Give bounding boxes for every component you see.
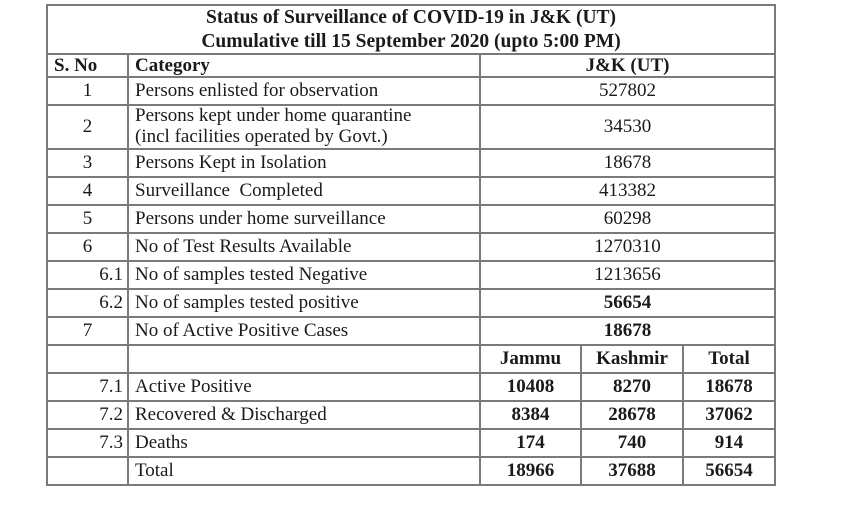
table-row: 5 Persons under home surveillance 60298 [46,203,777,234]
row-category: Recovered & Discharged [127,399,481,430]
row-value: 18678 [478,147,777,178]
row-sno: 7.1 [46,371,129,402]
row-category: Total [127,455,481,486]
row-sno: 1 [46,76,129,106]
row-value: 56654 [478,287,777,318]
row-total-value: 56654 [681,455,777,486]
title-line-2: Cumulative till 15 September 2020 (upto … [201,30,621,52]
title-line-1: Status of Surveillance of COVID-19 in J&… [206,7,617,29]
table-row: 6.2 No of samples tested positive 56654 [46,287,777,318]
row-category: Persons enlisted for observation [127,76,481,106]
surveillance-status-table: Status of Surveillance of COVID-19 in J&… [45,4,777,486]
row-category: Surveillance Completed [127,175,481,206]
header-kashmir: Kashmir [580,343,684,374]
row-jammu-value: 10408 [479,371,582,402]
table-row: 2 Persons kept under home quarantine (in… [46,104,777,150]
row-jammu-value: 18966 [479,455,582,486]
row-value: 527802 [478,76,777,106]
row-value: 1270310 [478,231,777,262]
row-category: No of samples tested Negative [127,259,481,290]
row-category: No of samples tested positive [127,287,481,318]
row-sno: 5 [46,203,129,234]
row-value: 413382 [478,175,777,206]
breakdown-header-row: Jammu Kashmir Total [46,343,777,374]
row-category-line-2: (incl facilities operated by Govt.) [135,125,388,147]
row-kashmir-value: 8270 [580,371,684,402]
row-category: Persons under home surveillance [127,203,481,234]
row-sno [46,455,129,486]
header-jammu: Jammu [479,343,582,374]
row-sno: 4 [46,175,129,206]
breakdown-header-category-blank [127,343,481,374]
table-row: 6.1 No of samples tested Negative 121365… [46,259,777,290]
row-kashmir-value: 740 [580,427,684,458]
row-category: No of Active Positive Cases [127,315,481,346]
row-total-value: 18678 [681,371,777,402]
title-row: Status of Surveillance of COVID-19 in J&… [45,4,777,55]
header-total: Total [681,343,777,374]
header-category: Category [127,53,481,78]
breakdown-row: 7.2 Recovered & Discharged 8384 28678 37… [46,399,777,430]
row-jammu-value: 174 [479,427,582,458]
row-sno: 7.3 [46,427,129,458]
header-sno: S. No [46,53,129,78]
table-row: 7 No of Active Positive Cases 18678 [46,315,777,346]
table-row: 1 Persons enlisted for observation 52780… [46,76,777,106]
row-jammu-value: 8384 [479,399,582,430]
row-category: No of Test Results Available [127,231,481,262]
row-category: Persons Kept in Isolation [127,147,481,178]
table-title: Status of Surveillance of COVID-19 in J&… [45,4,777,55]
header-jk-ut: J&K (UT) [478,53,777,78]
row-kashmir-value: 28678 [580,399,684,430]
row-value: 18678 [478,315,777,346]
header-row: S. No Category J&K (UT) [46,53,777,78]
row-category: Active Positive [127,371,481,402]
table-row: 6 No of Test Results Available 1270310 [46,231,777,262]
row-sno: 6.2 [46,287,129,318]
row-value: 34530 [478,104,777,150]
row-category-line-1: Persons kept under home quarantine [135,105,412,126]
row-total-value: 914 [681,427,777,458]
covid-surveillance-document: Status of Surveillance of COVID-19 in J&… [45,4,777,513]
row-sno: 7 [46,315,129,346]
row-category: Persons kept under home quarantine (incl… [127,104,481,150]
row-category: Deaths [127,427,481,458]
row-kashmir-value: 37688 [580,455,684,486]
breakdown-row: 7.1 Active Positive 10408 8270 18678 [46,371,777,402]
table-row: 4 Surveillance Completed 413382 [46,175,777,206]
row-sno: 7.2 [46,399,129,430]
row-value: 60298 [478,203,777,234]
breakdown-total-row: Total 18966 37688 56654 [46,455,777,486]
breakdown-row: 7.3 Deaths 174 740 914 [46,427,777,458]
breakdown-header-sno-blank [46,343,129,374]
table-row: 3 Persons Kept in Isolation 18678 [46,147,777,178]
row-sno: 2 [46,104,129,150]
row-total-value: 37062 [681,399,777,430]
row-sno: 6.1 [46,259,129,290]
row-value: 1213656 [478,259,777,290]
row-sno: 6 [46,231,129,262]
row-sno: 3 [46,147,129,178]
